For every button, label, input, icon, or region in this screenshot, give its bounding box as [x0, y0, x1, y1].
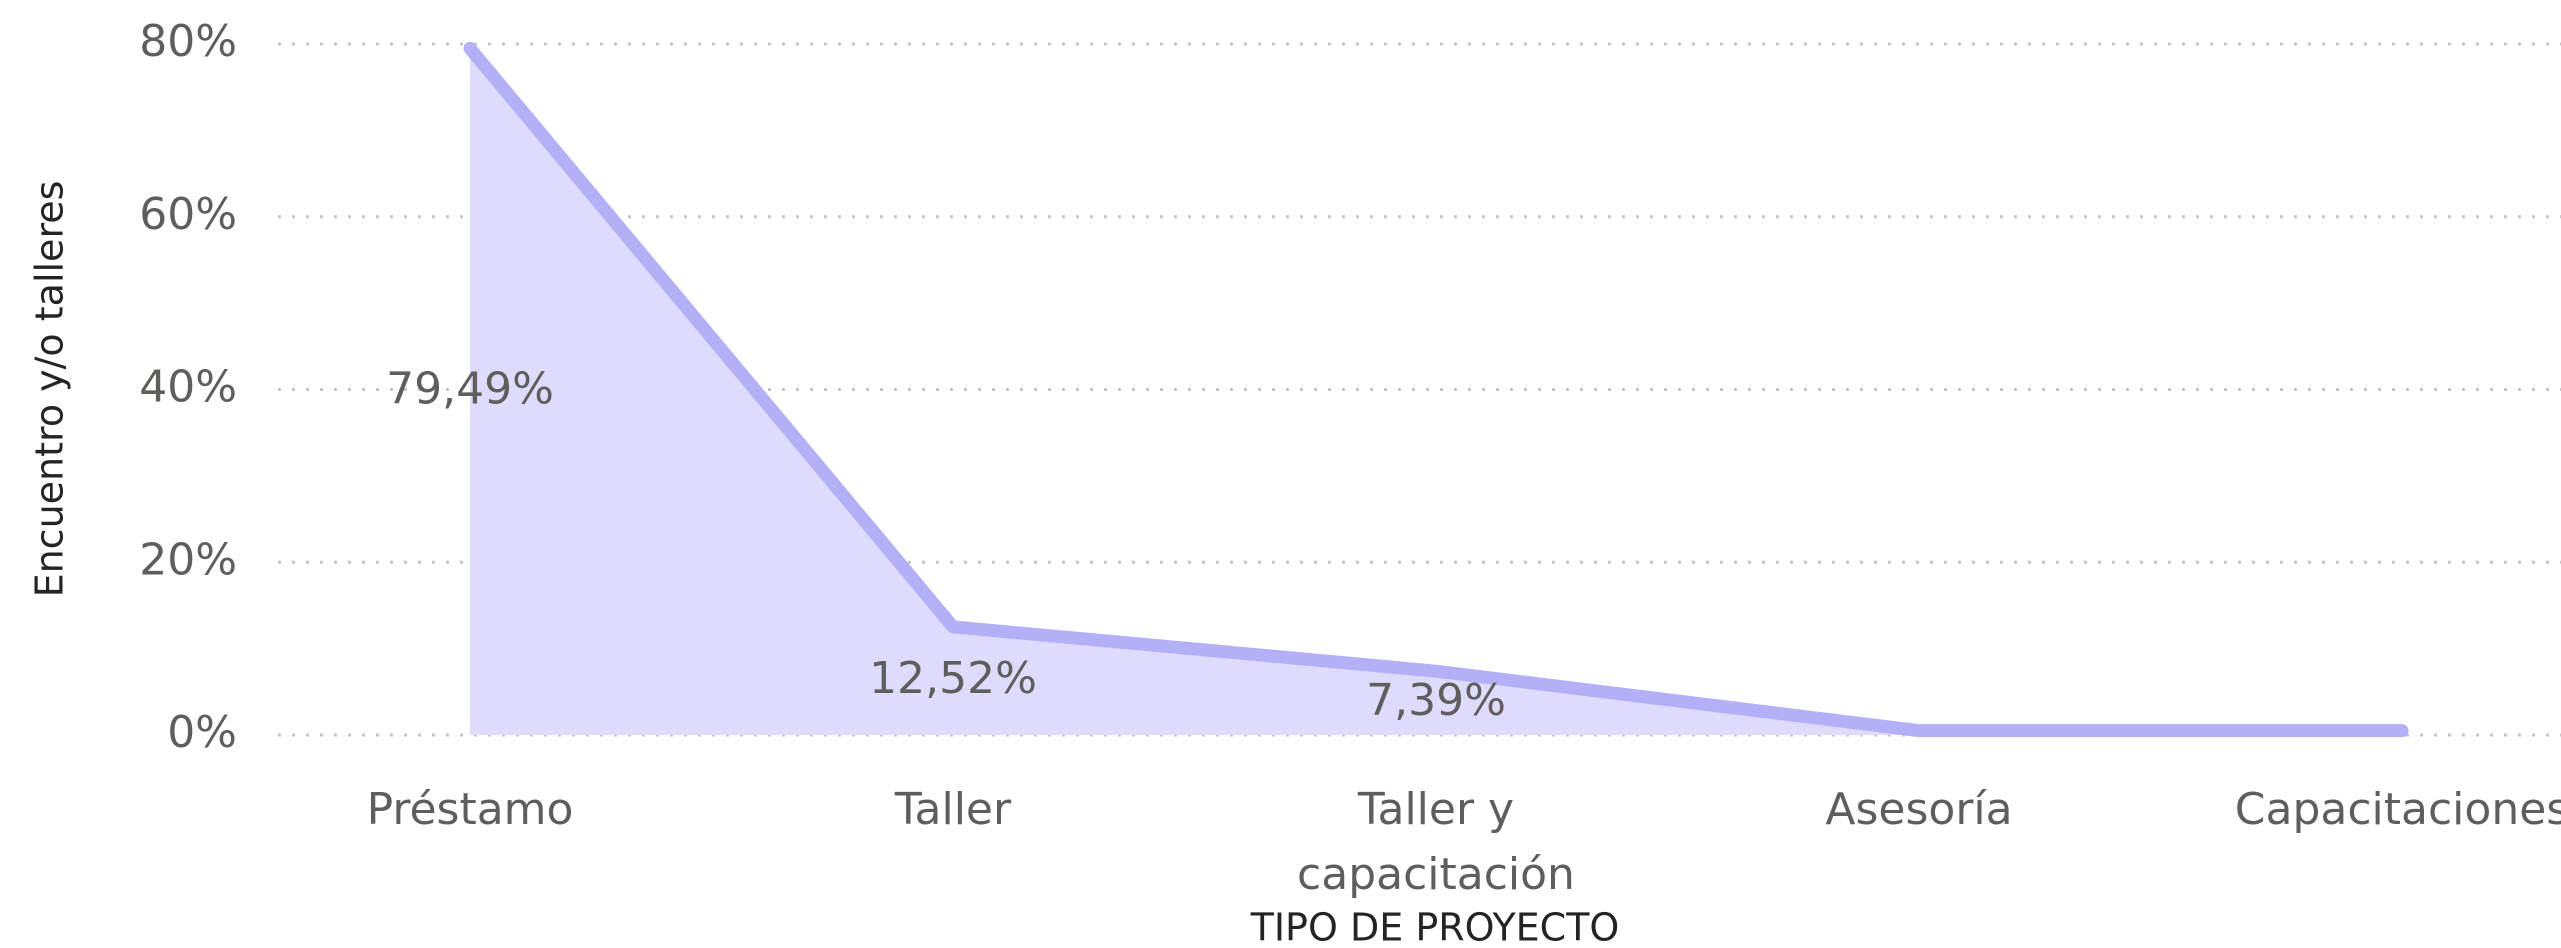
y-tick-label: 20% [139, 534, 237, 585]
x-tick-label: Préstamo [367, 784, 574, 835]
x-tick-label: Taller y capacitación [1297, 784, 1575, 900]
y-tick-label: 60% [139, 189, 237, 240]
x-tick-label: Taller [894, 784, 1012, 835]
data-label: 79,49% [386, 364, 554, 415]
x-tick-label: Asesoría [1825, 784, 2012, 835]
data-label: 7,39% [1366, 675, 1506, 726]
y-tick-label: 80% [139, 16, 237, 67]
y-axis-title: Encuentro y/o talleres [28, 181, 72, 598]
data-label: 12,52% [869, 653, 1037, 704]
area-fill [470, 48, 2402, 735]
x-tick-label: Capacitaciones [2235, 784, 2561, 835]
y-tick-label: 40% [139, 362, 237, 413]
y-tick-label: 0% [167, 707, 237, 758]
area-line [463, 41, 2409, 738]
x-axis-title: TIPO DE PROYECTO [1250, 906, 1620, 948]
